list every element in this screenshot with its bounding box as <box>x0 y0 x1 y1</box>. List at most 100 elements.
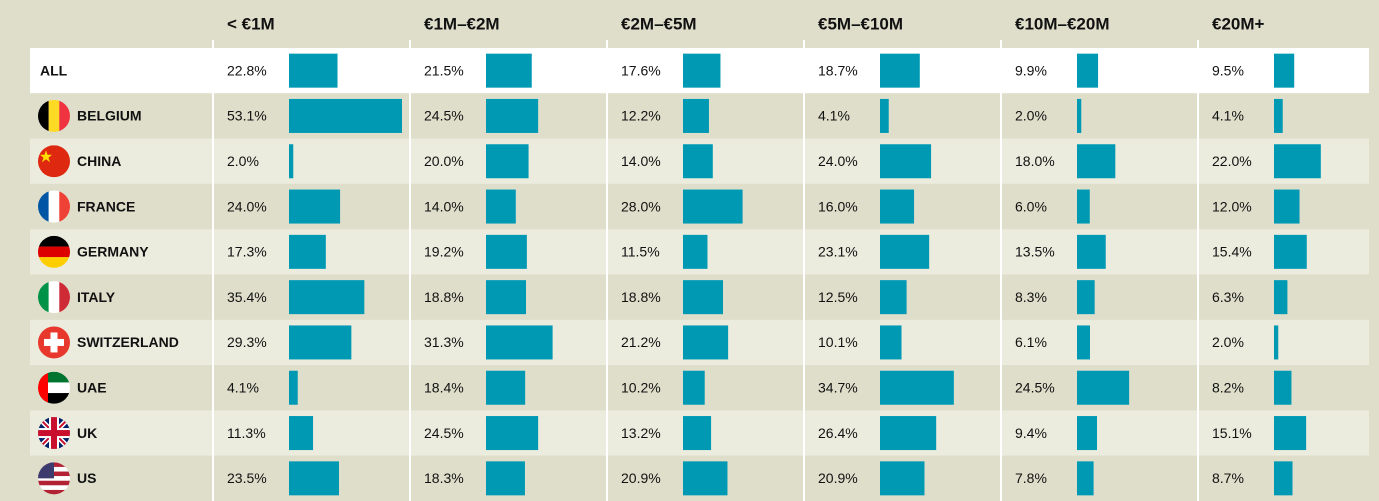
bar <box>1274 53 1295 88</box>
bar <box>880 144 932 179</box>
bar <box>1077 189 1090 224</box>
value-label: 24.5% <box>1015 379 1055 395</box>
flag-part <box>38 235 70 247</box>
value-label: 8.7% <box>1212 470 1244 486</box>
value-label: 13.5% <box>1015 244 1055 260</box>
value-label: 18.3% <box>424 470 464 486</box>
bar <box>1077 234 1106 269</box>
value-label: 34.7% <box>818 379 858 395</box>
bar <box>1274 234 1307 269</box>
value-label: 6.1% <box>1015 334 1047 350</box>
value-label: 9.5% <box>1212 62 1244 78</box>
bar <box>683 234 708 269</box>
value-label: 18.8% <box>621 289 661 305</box>
value-label: 10.1% <box>818 334 858 350</box>
value-label: 14.0% <box>424 198 464 214</box>
value-label: 24.0% <box>818 153 858 169</box>
flag-part <box>38 246 70 258</box>
column-header: €10M–€20M <box>1015 14 1110 33</box>
value-label: 11.3% <box>227 425 266 441</box>
bar <box>486 234 527 269</box>
bar <box>289 280 365 315</box>
flag-part <box>59 99 70 132</box>
flag-part <box>38 476 70 481</box>
bar <box>1077 416 1098 451</box>
bar <box>1077 325 1090 360</box>
bar <box>289 53 338 88</box>
value-label: 4.1% <box>227 379 259 395</box>
flag-part <box>38 190 49 223</box>
bar <box>683 416 712 451</box>
bar <box>1077 144 1116 179</box>
row-label: ITALY <box>77 289 116 305</box>
flag <box>38 326 70 359</box>
bar <box>289 416 314 451</box>
bar <box>486 189 516 224</box>
value-label: 20.9% <box>621 470 661 486</box>
value-label: 21.5% <box>424 62 464 78</box>
flag-part <box>48 190 60 223</box>
bar <box>1077 98 1082 133</box>
bar <box>486 280 527 315</box>
bar <box>880 189 915 224</box>
bar <box>1274 370 1292 405</box>
value-label: 23.5% <box>227 470 267 486</box>
flag-part <box>59 190 70 223</box>
bar <box>683 98 709 133</box>
value-label: 7.8% <box>1015 470 1047 486</box>
bar <box>1274 144 1321 179</box>
value-label: 8.2% <box>1212 379 1244 395</box>
bar <box>880 461 925 496</box>
column-header: €5M–€10M <box>818 14 903 33</box>
value-label: 8.3% <box>1015 289 1047 305</box>
value-label: 18.7% <box>818 62 858 78</box>
flag-part <box>38 281 49 314</box>
value-label: 9.4% <box>1015 425 1047 441</box>
flag-part <box>38 99 49 132</box>
value-label: 21.2% <box>621 334 661 350</box>
value-label: 18.0% <box>1015 153 1055 169</box>
value-label: 23.1% <box>818 244 858 260</box>
bar <box>486 325 553 360</box>
value-label: 12.2% <box>621 108 661 124</box>
row-label: ALL <box>40 62 68 78</box>
value-label: 6.3% <box>1212 289 1244 305</box>
bar <box>289 325 352 360</box>
bar <box>1274 416 1307 451</box>
bar <box>1077 461 1094 496</box>
value-label: 13.2% <box>621 425 661 441</box>
bar <box>486 53 532 88</box>
value-label: 17.6% <box>621 62 661 78</box>
bar <box>683 370 705 405</box>
value-label: 9.9% <box>1015 62 1047 78</box>
bar <box>486 416 539 451</box>
bar <box>1274 189 1300 224</box>
flag-part <box>38 393 70 404</box>
flag-part <box>38 382 70 394</box>
bar <box>683 144 713 179</box>
value-label: 6.0% <box>1015 198 1047 214</box>
bar <box>683 189 743 224</box>
value-label: 17.3% <box>227 244 267 260</box>
flag-part <box>38 257 70 268</box>
value-label: 19.2% <box>424 244 464 260</box>
value-label: 18.4% <box>424 379 464 395</box>
value-label: 15.4% <box>1212 244 1252 260</box>
flag-part <box>38 480 70 486</box>
bar <box>683 53 721 88</box>
bar <box>880 234 930 269</box>
value-label: 31.3% <box>424 334 464 350</box>
bar <box>289 461 340 496</box>
column-header: €2M–€5M <box>621 14 697 33</box>
flag-part <box>40 150 52 163</box>
value-label: 22.8% <box>227 62 267 78</box>
value-label: 28.0% <box>621 198 661 214</box>
bar <box>1077 53 1099 88</box>
flag <box>38 281 70 314</box>
bar <box>486 144 529 179</box>
flag <box>38 371 70 404</box>
column-header: < €1M <box>227 14 275 33</box>
row-label: SWITZERLAND <box>77 334 179 350</box>
bar <box>880 416 937 451</box>
bar <box>289 98 402 133</box>
